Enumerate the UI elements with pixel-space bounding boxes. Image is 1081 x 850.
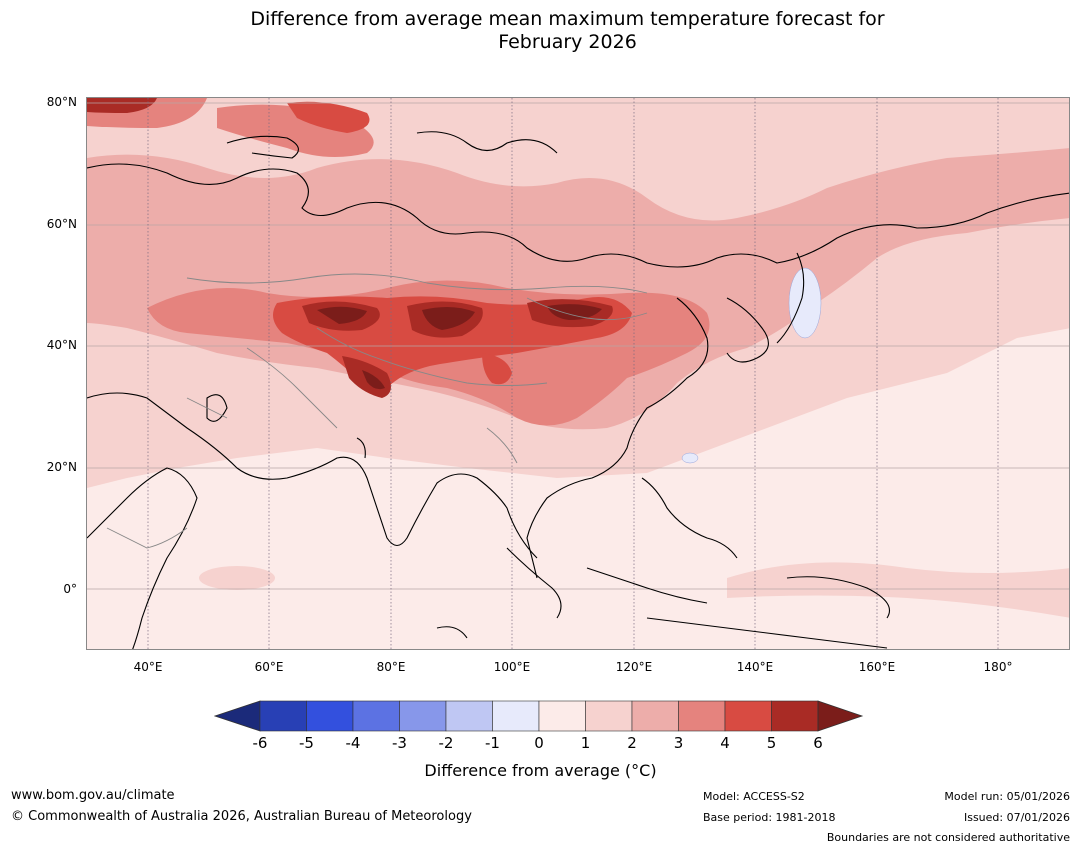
anomaly-zone-neg-pacific [681, 452, 699, 464]
colorbar-segment [631, 700, 679, 732]
lon-label-140e: 140°E [736, 660, 774, 674]
title-line-1: Difference from average mean maximum tem… [250, 8, 885, 30]
colorbar-label: Difference from average (°C) [424, 761, 657, 780]
lon-label-160e: 160°E [858, 660, 896, 674]
anomaly-zone-5-6 [302, 299, 613, 398]
colorbar-tick-label: 1 [580, 734, 591, 752]
colorbar-segment [585, 700, 633, 732]
colorbar-tick-label: -1 [485, 734, 500, 752]
colorbar-extend-low [213, 700, 261, 732]
lon-label-80e: 80°E [376, 660, 406, 674]
colorbar-tick-label: 4 [720, 734, 730, 752]
lat-label-20n: 20°N [46, 460, 77, 474]
lat-label-60n: 60°N [46, 217, 77, 231]
colorbar-tick-label: -2 [438, 734, 454, 752]
coastlines [87, 131, 1069, 649]
lat-label-80n: 80°N [46, 95, 77, 109]
latitude-lines [87, 102, 1069, 590]
colorbar-tick-label: 6 [813, 734, 823, 752]
map-svg [87, 98, 1069, 649]
colorbar-tick-label: -5 [299, 734, 314, 752]
anomaly-zone-2-3 [87, 148, 1069, 430]
colorbar-segment [259, 700, 307, 732]
colorbar-segment [306, 700, 354, 732]
colorbar-tick-label: 5 [766, 734, 777, 752]
colorbar-segment [492, 700, 540, 732]
lon-label-60e: 60°E [254, 660, 284, 674]
colorbar-segment [724, 700, 772, 732]
colorbar-tick-label: -6 [252, 734, 268, 752]
anomaly-zone-1-2-arabian [199, 566, 275, 590]
lon-label-100e: 100°E [493, 660, 531, 674]
colorbar [213, 700, 866, 736]
footer-website[interactable]: www.bom.gov.au/climate [11, 788, 175, 803]
anomaly-zone-1-2-sea [727, 562, 1069, 618]
lat-label-40n: 40°N [46, 338, 77, 352]
footer-base-period: Base period: 1981-2018 [703, 811, 836, 824]
forecast-map[interactable] [86, 97, 1070, 650]
anomaly-zone-4-5-sichuan [482, 353, 512, 385]
colorbar-tick-label: 3 [673, 734, 684, 752]
colorbar-segment [399, 700, 447, 732]
colorbar-extend-high [817, 700, 864, 732]
longitude-lines [147, 98, 999, 649]
anomaly-zone-neg-japan-sea [788, 267, 822, 339]
footer-model-run: Model run: 05/01/2026 [944, 790, 1070, 803]
colorbar-segment [352, 700, 400, 732]
title-line-2: February 2026 [498, 31, 637, 53]
footer-issued: Issued: 07/01/2026 [963, 811, 1070, 824]
footer-model: Model: ACCESS-S2 [703, 790, 805, 803]
colorbar-segment [445, 700, 493, 732]
colorbar-tick-label: 0 [534, 734, 544, 752]
country-borders [106, 273, 648, 549]
colorbar-segment [771, 700, 819, 732]
anomaly-zone-5-6-arctic [87, 98, 157, 113]
lon-label-120e: 120°E [615, 660, 653, 674]
colorbar-tick-label: -3 [392, 734, 407, 752]
colorbar-tick-label: 2 [627, 734, 637, 752]
lat-label-0: 0° [63, 582, 77, 596]
anomaly-zone-4-5-ne [287, 101, 370, 133]
footer-copyright: © Commonwealth of Australia 2026, Austra… [11, 809, 472, 824]
anomaly-zone-gt6 [317, 304, 602, 390]
colorbar-svg [213, 700, 864, 732]
footer-boundaries-note: Boundaries are not considered authoritat… [826, 831, 1070, 844]
colorbar-tick-label: -4 [345, 734, 361, 752]
map-title: Difference from average mean maximum tem… [0, 8, 1081, 54]
colorbar-segment [678, 700, 726, 732]
lon-label-40e: 40°E [133, 660, 163, 674]
lon-label-180: 180° [983, 660, 1013, 674]
colorbar-segment [538, 700, 586, 732]
